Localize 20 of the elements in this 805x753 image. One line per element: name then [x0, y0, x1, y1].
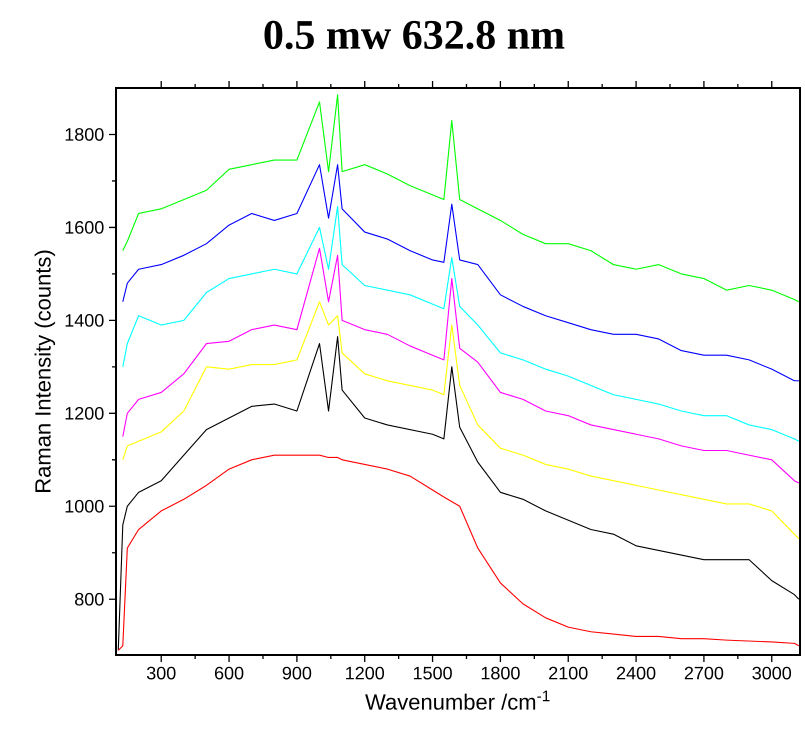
x-axis-title: Wavenumber /cm$^{-1}$	[365, 690, 550, 710]
y-tick-label: 800	[75, 592, 104, 606]
y-tick-label: 1800	[66, 128, 104, 141]
y-tick-label: 1400	[66, 314, 104, 327]
x-tick-label: 900	[282, 666, 312, 680]
y-tick-label: 1600	[66, 221, 104, 234]
x-tick-label: 2400	[616, 666, 656, 680]
x-tick-label: 1500	[414, 666, 452, 680]
y-tick-label: 1200	[66, 406, 104, 420]
line-series	[122, 164, 800, 382]
x-tick-label: 3000	[752, 666, 792, 680]
x-tick-label: 1200	[346, 666, 384, 680]
chart-title: 0.5 mw 632.8 nm	[264, 20, 564, 50]
x-tick-label: 1800	[482, 666, 520, 680]
y-tick-label: 1000	[66, 500, 104, 513]
y-axis-title: Raman Intensity (counts)	[34, 250, 56, 492]
x-tick-label: 300	[146, 666, 176, 680]
x-tick-label: 600	[214, 666, 244, 680]
x-tick-label: 2700	[684, 666, 724, 680]
x-tick-label: 2100	[549, 666, 588, 680]
